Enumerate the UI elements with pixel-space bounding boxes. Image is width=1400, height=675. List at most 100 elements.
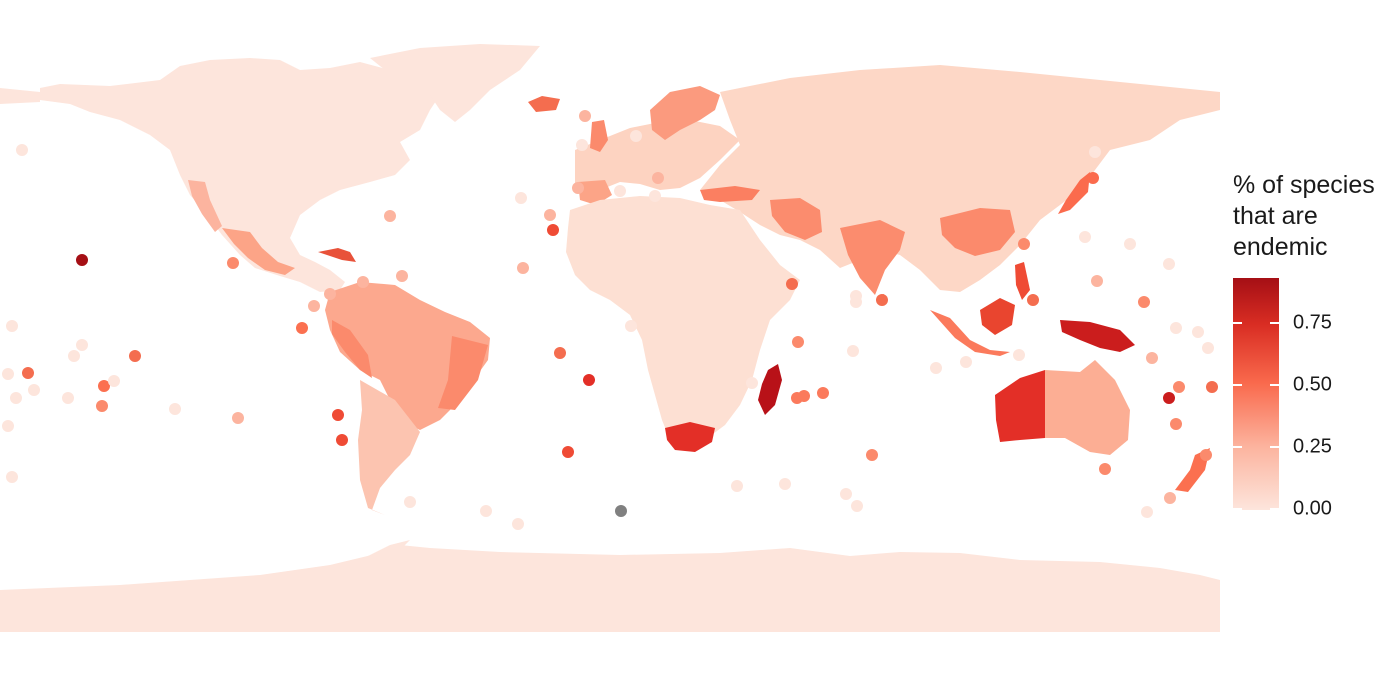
- island-marker[interactable]: [625, 320, 637, 332]
- new-zealand[interactable]: [1175, 448, 1210, 492]
- alaska-strip[interactable]: [0, 88, 40, 104]
- island-marker[interactable]: [1173, 381, 1185, 393]
- new-guinea[interactable]: [1060, 320, 1135, 352]
- island-marker[interactable]: [1013, 349, 1025, 361]
- island-marker[interactable]: [308, 300, 320, 312]
- island-marker[interactable]: [1099, 463, 1111, 475]
- island-marker[interactable]: [336, 434, 348, 446]
- island-marker[interactable]: [324, 288, 336, 300]
- island-marker[interactable]: [1170, 322, 1182, 334]
- island-marker[interactable]: [480, 505, 492, 517]
- iran[interactable]: [770, 198, 822, 240]
- island-marker[interactable]: [850, 296, 862, 308]
- borneo[interactable]: [980, 298, 1015, 335]
- eastern-australia[interactable]: [1045, 360, 1130, 455]
- philippines[interactable]: [1015, 262, 1030, 300]
- island-marker[interactable]: [96, 400, 108, 412]
- iberia[interactable]: [578, 180, 612, 205]
- island-marker[interactable]: [840, 488, 852, 500]
- island-marker[interactable]: [1163, 392, 1175, 404]
- japan[interactable]: [1058, 172, 1090, 214]
- island-marker[interactable]: [2, 368, 14, 380]
- island-marker[interactable]: [98, 380, 110, 392]
- island-marker[interactable]: [779, 478, 791, 490]
- island-marker[interactable]: [1018, 238, 1030, 250]
- island-marker[interactable]: [2, 420, 14, 432]
- sumatra-java[interactable]: [930, 310, 1010, 356]
- island-marker[interactable]: [1087, 172, 1099, 184]
- antarctic-peninsula[interactable]: [360, 540, 410, 560]
- island-marker[interactable]: [554, 347, 566, 359]
- island-marker[interactable]: [652, 172, 664, 184]
- island-marker[interactable]: [576, 139, 588, 151]
- china-south[interactable]: [940, 208, 1015, 256]
- island-marker[interactable]: [6, 471, 18, 483]
- peru[interactable]: [332, 320, 372, 378]
- turkey[interactable]: [700, 186, 760, 202]
- iceland[interactable]: [528, 96, 560, 112]
- island-marker[interactable]: [68, 350, 80, 362]
- island-marker[interactable]: [614, 185, 626, 197]
- island-marker[interactable]: [572, 182, 584, 194]
- island-marker[interactable]: [579, 110, 591, 122]
- island-marker[interactable]: [847, 345, 859, 357]
- island-marker[interactable]: [1163, 258, 1175, 270]
- island-marker[interactable]: [332, 409, 344, 421]
- island-marker[interactable]: [649, 190, 661, 202]
- island-marker[interactable]: [10, 392, 22, 404]
- island-marker[interactable]: [512, 518, 524, 530]
- brazil-east[interactable]: [438, 336, 488, 410]
- island-marker[interactable]: [1138, 296, 1150, 308]
- antarctica[interactable]: [0, 545, 1220, 632]
- island-marker[interactable]: [786, 278, 798, 290]
- island-marker[interactable]: [876, 294, 888, 306]
- island-marker[interactable]: [1170, 418, 1182, 430]
- island-marker[interactable]: [1124, 238, 1136, 250]
- island-marker[interactable]: [792, 336, 804, 348]
- island-marker[interactable]: [404, 496, 416, 508]
- western-australia[interactable]: [995, 370, 1045, 442]
- island-marker[interactable]: [296, 322, 308, 334]
- island-marker[interactable]: [583, 374, 595, 386]
- island-marker[interactable]: [1146, 352, 1158, 364]
- scandinavia[interactable]: [650, 86, 720, 140]
- island-marker[interactable]: [6, 320, 18, 332]
- europe[interactable]: [575, 120, 740, 198]
- island-marker[interactable]: [1027, 294, 1039, 306]
- island-marker[interactable]: [615, 505, 627, 517]
- great-britain[interactable]: [590, 120, 608, 152]
- asia[interactable]: [700, 65, 1220, 292]
- island-marker[interactable]: [1089, 146, 1101, 158]
- island-marker[interactable]: [817, 387, 829, 399]
- island-marker[interactable]: [866, 449, 878, 461]
- island-marker[interactable]: [1164, 492, 1176, 504]
- mexico[interactable]: [222, 228, 295, 275]
- island-marker[interactable]: [960, 356, 972, 368]
- island-marker[interactable]: [1091, 275, 1103, 287]
- island-marker[interactable]: [227, 257, 239, 269]
- africa[interactable]: [566, 196, 800, 448]
- madagascar[interactable]: [758, 364, 782, 415]
- cuba[interactable]: [318, 248, 356, 262]
- island-marker[interactable]: [108, 375, 120, 387]
- island-marker[interactable]: [544, 209, 556, 221]
- island-marker[interactable]: [169, 403, 181, 415]
- united-states-west[interactable]: [188, 180, 222, 232]
- island-marker[interactable]: [630, 130, 642, 142]
- north-america[interactable]: [40, 58, 440, 292]
- island-marker[interactable]: [515, 192, 527, 204]
- island-marker[interactable]: [1202, 342, 1214, 354]
- island-marker[interactable]: [16, 144, 28, 156]
- greenland[interactable]: [370, 44, 540, 122]
- island-marker[interactable]: [851, 500, 863, 512]
- southern-cone[interactable]: [358, 380, 420, 515]
- island-marker[interactable]: [517, 262, 529, 274]
- india[interactable]: [840, 220, 905, 295]
- island-marker[interactable]: [28, 384, 40, 396]
- island-marker[interactable]: [547, 224, 559, 236]
- island-marker[interactable]: [396, 270, 408, 282]
- island-marker[interactable]: [22, 367, 34, 379]
- island-marker[interactable]: [731, 480, 743, 492]
- island-marker[interactable]: [62, 392, 74, 404]
- island-marker[interactable]: [232, 412, 244, 424]
